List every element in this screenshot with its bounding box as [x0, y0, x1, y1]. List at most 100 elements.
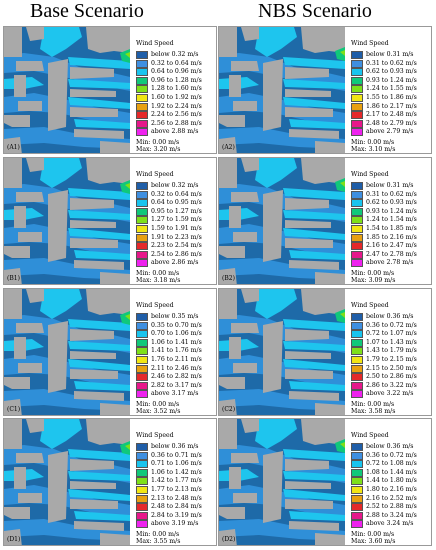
land-area — [86, 289, 130, 315]
min-value: Min: 0.00 m/s — [136, 531, 180, 538]
panel-label: (C2) — [222, 406, 236, 413]
legend-range-label: 1.92 to 2.24 m/s — [151, 102, 202, 110]
land-area — [285, 107, 333, 117]
legend-swatch — [136, 330, 148, 339]
min-value: Min: 0.00 m/s — [136, 270, 180, 277]
mid-speed-zone — [219, 389, 345, 411]
legend-swatch — [136, 494, 148, 503]
land-area — [18, 101, 42, 111]
legend-range-label: 0.31 to 0.62 m/s — [366, 59, 417, 67]
high-speed-zone — [289, 511, 345, 521]
land-area — [285, 220, 331, 228]
legend: Wind Speed below 0.31 m/s 0.31 to 0.62 m/s… — [351, 171, 431, 272]
legend-swatch — [136, 59, 148, 68]
legend-range-label: 2.48 to 2.79 m/s — [366, 119, 417, 127]
legend-range-label: below 0.32 m/s — [151, 182, 199, 189]
wind-hotspot — [120, 441, 130, 455]
land-area — [48, 59, 68, 131]
land-area — [100, 272, 130, 284]
legend-range-label: 1.06 to 1.42 m/s — [151, 468, 202, 476]
legend-swatch — [136, 347, 148, 356]
legend-swatch — [136, 486, 148, 494]
legend: Wind Speed below 0.32 m/s 0.32 to 0.64 m/s… — [136, 171, 216, 272]
map-panel-a2: (A2) Wind Speed below 0.31 m/s 0.31 to 0.62… — [218, 26, 432, 154]
legend-range-label: 0.72 to 1.07 m/s — [366, 330, 417, 338]
legend-range-label: 0.64 to 0.96 m/s — [151, 68, 202, 76]
wind-hotspot — [120, 180, 130, 194]
legend: Wind Speed below 0.35 m/s 0.35 to 0.70 m/s… — [136, 302, 216, 403]
legend: Wind Speed below 0.31 m/s 0.31 to 0.62 m/s… — [351, 40, 431, 141]
wind-hotspot — [335, 47, 345, 61]
land-area — [4, 268, 22, 284]
high-speed-zone — [68, 449, 130, 461]
high-speed-zone — [255, 419, 297, 449]
high-speed-zone — [283, 57, 345, 69]
legend-range-label: 1.41 to 1.76 m/s — [151, 347, 202, 355]
legend-swatch — [136, 313, 148, 321]
wind-speed-map — [4, 289, 130, 415]
legend-range-label: below 0.36 m/s — [151, 443, 199, 450]
legend-range-label: 0.70 to 1.06 m/s — [151, 330, 202, 338]
legend-range-label: below 0.36 m/s — [366, 313, 414, 320]
legend-swatch — [351, 59, 363, 68]
legend-range-label: 1.08 to 1.44 m/s — [366, 468, 417, 476]
high-speed-zone — [68, 188, 130, 200]
land-area — [285, 67, 329, 79]
legend-swatch — [351, 356, 363, 364]
wind-hotspot — [335, 309, 345, 323]
high-speed-zone — [283, 97, 345, 109]
map-panel-d2: (D2) Wind Speed below 0.36 m/s 0.36 to 0.72… — [218, 418, 432, 546]
legend-title: Wind Speed — [351, 302, 389, 309]
land-area — [16, 323, 44, 333]
wind-speed-map — [4, 27, 130, 153]
land-area — [285, 369, 333, 379]
high-speed-zone — [74, 119, 130, 129]
land-area — [233, 363, 257, 373]
high-speed-zone — [68, 319, 130, 331]
mid-speed-zone — [4, 258, 130, 280]
high-speed-zone — [68, 79, 130, 89]
land-area — [289, 260, 339, 270]
high-speed-zone — [283, 471, 345, 481]
high-speed-zone — [40, 158, 82, 188]
legend-swatch — [351, 51, 363, 59]
wind-hotspot-peak — [125, 314, 130, 320]
legend-range-label: 2.24 to 2.56 m/s — [151, 111, 202, 119]
high-speed-zone — [68, 341, 130, 351]
legend-range-label: 0.32 to 0.64 m/s — [151, 59, 202, 67]
high-speed-zone — [255, 289, 297, 319]
legend-swatch — [136, 207, 148, 216]
legend-range-label: 1.77 to 2.13 m/s — [151, 486, 202, 493]
high-speed-zone — [68, 210, 130, 220]
legend-swatch — [136, 451, 148, 460]
map-panel-b2: (B2) Wind Speed below 0.31 m/s 0.31 to 0.62… — [218, 157, 432, 285]
high-speed-zone — [289, 119, 345, 129]
land-area — [70, 238, 118, 248]
high-speed-zone — [68, 228, 130, 240]
panel-label: (A1) — [7, 144, 20, 151]
land-area — [285, 329, 329, 341]
high-speed-zone — [74, 381, 130, 391]
legend-swatch — [351, 102, 363, 111]
land-area — [231, 61, 259, 71]
land-area — [231, 453, 259, 463]
legend-title: Wind Speed — [136, 302, 174, 309]
high-speed-zone — [74, 250, 130, 260]
max-value: Max: 3.18 m/s — [136, 277, 181, 284]
high-speed-zone — [283, 79, 345, 89]
panel-label: (C1) — [7, 406, 21, 413]
high-speed-zone — [255, 158, 297, 188]
legend-swatch — [136, 85, 148, 94]
legend: Wind Speed below 0.36 m/s 0.36 to 0.71 m/s… — [136, 432, 216, 533]
title-base-scenario: Base Scenario — [30, 0, 144, 22]
land-area — [4, 289, 22, 319]
legend-swatch — [136, 111, 148, 120]
legend-range-label: 0.72 to 1.08 m/s — [366, 460, 417, 468]
legend-swatch — [136, 356, 148, 364]
legend-range-label: 1.06 to 1.41 m/s — [151, 338, 202, 346]
legend-range-label: 1.54 to 1.85 m/s — [366, 225, 417, 232]
panel-label: (A2) — [222, 144, 235, 151]
legend-range-label: 0.36 to 0.72 m/s — [366, 451, 417, 459]
land-area — [229, 467, 241, 489]
legend-swatch — [136, 381, 148, 390]
